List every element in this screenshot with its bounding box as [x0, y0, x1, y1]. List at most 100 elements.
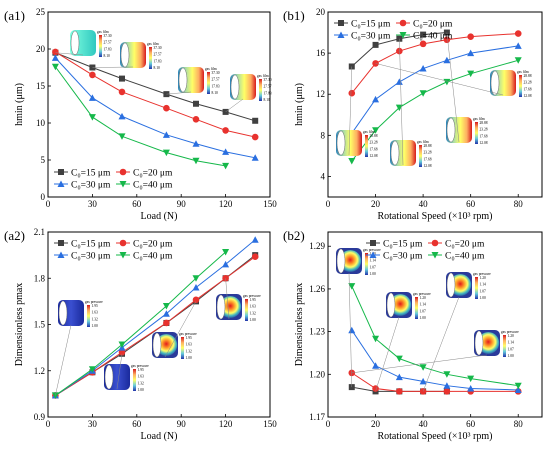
inset-leader-line	[348, 66, 353, 156]
colorbar	[365, 253, 368, 275]
colorbar-value: 28.88	[524, 74, 532, 78]
panel-a2: 0 30 60 90 120 150 0.9 1.2 1.5 1.8 2.1 Load (N) Dime…	[4, 227, 277, 442]
inset-leader-line	[348, 272, 353, 388]
bearing-cylinder-icon	[104, 364, 130, 390]
data-point	[51, 63, 59, 71]
legend-marker	[399, 32, 407, 39]
data-point	[192, 275, 200, 282]
colorbar-value: 17.68	[370, 147, 378, 151]
legend-label: C₀=15 μm	[383, 240, 423, 250]
legend-label: C₀=40 μm	[413, 32, 453, 42]
data-point	[419, 65, 427, 72]
data-point	[118, 88, 126, 96]
colorbar-value: 8.10	[104, 54, 110, 58]
data-point	[222, 260, 230, 268]
legend-marker	[57, 180, 65, 187]
colorbar-value: 12.08	[370, 154, 378, 158]
data-point	[372, 41, 379, 48]
y-tick-label: 1.5	[34, 320, 46, 330]
x-tick-label: 80	[514, 199, 524, 209]
legend-item: C₀=30 μm	[54, 251, 111, 262]
data-point	[514, 57, 522, 64]
colorbar-value: 1.00	[92, 324, 98, 328]
colorbar	[99, 35, 102, 57]
legend-item: C₀=40 μm	[116, 181, 173, 191]
bearing-cylinder-icon	[58, 300, 84, 326]
legend-marker	[338, 20, 344, 26]
data-point	[222, 162, 230, 170]
colorbar-value: 1.95	[138, 368, 144, 372]
inset-leader-line	[92, 66, 134, 68]
y-tick-label: 10	[36, 118, 46, 128]
y-tick-label: 20	[36, 44, 46, 54]
colorbar-title: gas film	[363, 130, 375, 134]
x-tick-label: 20	[371, 419, 381, 429]
inset-leader-line	[225, 278, 230, 320]
colorbar	[475, 122, 478, 144]
x-axis-title: Rotational Speed (×10³ rpm)	[377, 431, 492, 442]
x-tick-label: 120	[219, 419, 233, 429]
legend-item: C₀=20 μm	[116, 240, 173, 250]
colorbar-value: 8.10	[264, 98, 270, 102]
series-c30	[51, 54, 259, 161]
colorbar-title: gas pressure	[131, 364, 149, 368]
data-point	[88, 366, 96, 373]
colorbar-title: gas pressure	[363, 248, 381, 252]
colorbar-value: 1.00	[186, 356, 192, 360]
x-tick-label: 0	[46, 199, 51, 209]
inset-leader-line	[446, 32, 460, 143]
legend-label: C₀=40 μm	[133, 181, 173, 191]
bearing-cylinder-icon	[216, 294, 242, 320]
y-tick-label: 1.26	[309, 284, 325, 294]
inset-leader-line	[375, 316, 400, 392]
data-point	[192, 296, 200, 304]
x-tick-label: 0	[326, 199, 331, 209]
y-tick-label: 1.17	[309, 412, 325, 422]
legend-label: C₀=30 μm	[383, 252, 423, 262]
x-axis-title: Rotational Speed (×10³ rpm)	[377, 211, 492, 222]
data-point	[252, 117, 259, 124]
legend-label: C₀=15 μm	[71, 240, 111, 250]
legend-item: C₀=30 μm	[334, 31, 391, 42]
legend-marker	[431, 239, 439, 247]
colorbar-value: 1.00	[370, 272, 376, 276]
legend-marker	[399, 19, 407, 27]
y-tick-label: 0	[41, 192, 46, 202]
legend: C₀=15 μm C₀=20 μm C₀=30 μm C₀=40 μm	[334, 20, 453, 42]
colorbar-value: 17.83	[212, 84, 220, 88]
data-point	[443, 388, 451, 395]
data-point	[372, 95, 380, 103]
y-tick-label: 1.29	[309, 241, 325, 251]
colorbar-title: gas pressure	[501, 330, 519, 334]
panel-a1: 0 30 60 90 120 150 0 5 10 15 20 25 Load (N) hmin (μm)…	[4, 7, 277, 222]
colorbar	[519, 75, 522, 97]
colorbar-value: 17.68	[480, 134, 488, 138]
data-point	[222, 127, 229, 134]
legend-marker	[119, 181, 127, 188]
bearing-cylinder-icon	[336, 130, 362, 156]
colorbar-value: 1.95	[250, 298, 256, 302]
data-point	[51, 392, 59, 399]
x-tick-label: 60	[466, 199, 476, 209]
colorbar-value: 1.00	[138, 388, 144, 392]
colorbar-value: 1.32	[186, 349, 192, 353]
series-c40	[51, 249, 230, 399]
colorbar-value: 37.30	[264, 78, 272, 82]
data-point	[419, 40, 427, 48]
data-point	[251, 154, 259, 161]
colorbar	[475, 277, 478, 299]
legend-item: C₀=15 μm	[54, 240, 111, 250]
colorbar	[181, 337, 184, 359]
colorbar-value: 17.68	[424, 157, 432, 161]
legend-label: C₀=40 μm	[133, 252, 173, 262]
colorbar-value: 27.57	[154, 53, 162, 57]
colorbar-title: gas pressure	[413, 292, 431, 296]
legend-label: C₀=20 μm	[133, 240, 173, 250]
legend-marker	[370, 240, 376, 246]
colorbar-value: 1.95	[92, 304, 98, 308]
series-c20	[52, 48, 259, 141]
